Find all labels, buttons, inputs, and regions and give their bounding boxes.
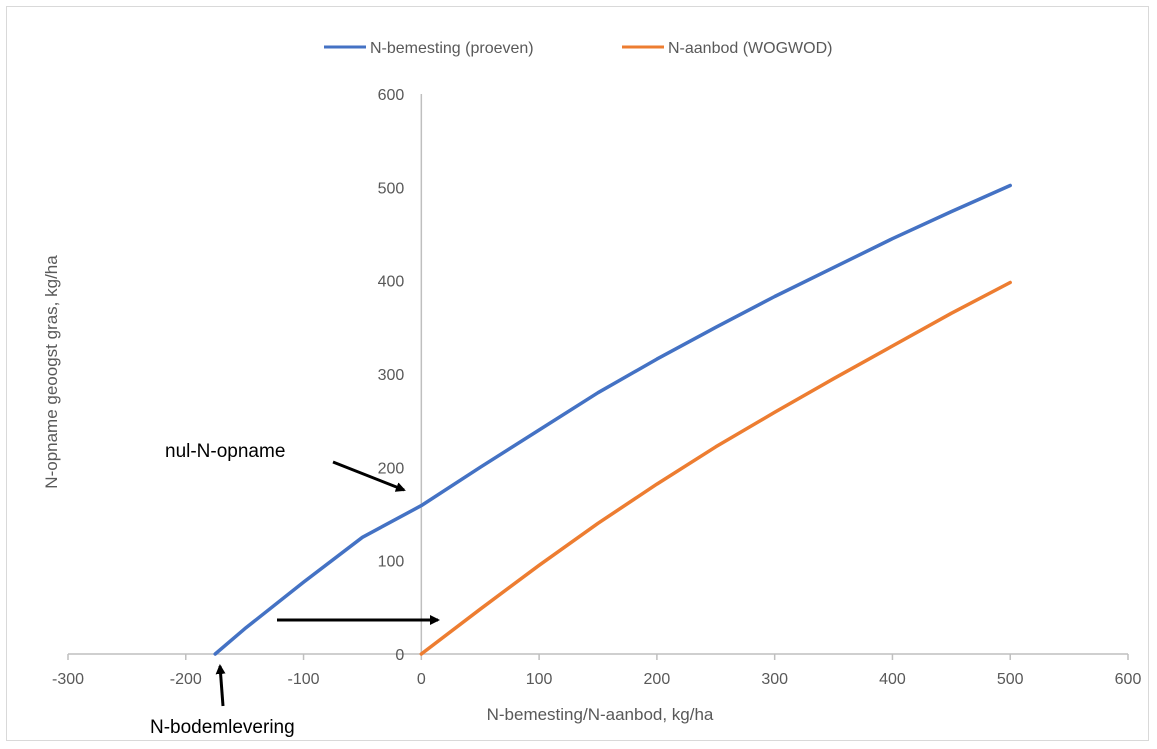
series-line-1 xyxy=(213,183,1012,656)
y-tick-label: 600 xyxy=(378,87,405,104)
y-tick-label: 200 xyxy=(378,460,405,477)
legend-label-series-1: N-bemesting (proeven) xyxy=(370,40,534,57)
x-tick-label: 200 xyxy=(644,671,671,688)
series-layer xyxy=(213,183,1012,656)
y-axis-ticks: 0 100 200 300 400 500 600 xyxy=(378,87,405,664)
x-tick-label: 600 xyxy=(1115,671,1142,688)
x-axis-title: N-bemesting/N-aanbod, kg/ha xyxy=(487,705,714,724)
y-tick-label: 0 xyxy=(395,647,404,664)
legend: N-bemesting (proeven) N-aanbod (WOGWOD) xyxy=(324,40,832,57)
y-tick-label: 100 xyxy=(378,554,405,571)
x-tick-label: -300 xyxy=(52,671,84,688)
legend-label-series-2: N-aanbod (WOGWOD) xyxy=(668,40,832,57)
x-tick-label: 500 xyxy=(997,671,1024,688)
annotation-nul-n-opname: nul-N-opname xyxy=(165,441,285,462)
x-axis-ticks: -300 -200 -100 0 100 200 300 400 500 600 xyxy=(52,654,1141,688)
x-tick-label: 300 xyxy=(761,671,788,688)
y-axis-title: N-opname geoogst gras, kg/ha xyxy=(42,255,61,489)
annotation-arrow-n-bodemlevering xyxy=(215,664,226,707)
x-tick-label: -100 xyxy=(288,671,320,688)
annotation-arrow-nul-n-opname xyxy=(332,460,406,492)
x-tick-label: 0 xyxy=(417,671,426,688)
x-tick-label: 100 xyxy=(526,671,553,688)
chart-frame xyxy=(6,6,1149,741)
x-tick-label: 400 xyxy=(879,671,906,688)
x-tick-label: -200 xyxy=(170,671,202,688)
y-tick-label: 500 xyxy=(378,180,405,197)
series-line-2 xyxy=(419,280,1012,656)
y-tick-label: 300 xyxy=(378,367,405,384)
annotation-n-bodemlevering: N-bodemlevering xyxy=(150,717,295,738)
y-tick-label: 400 xyxy=(378,274,405,291)
